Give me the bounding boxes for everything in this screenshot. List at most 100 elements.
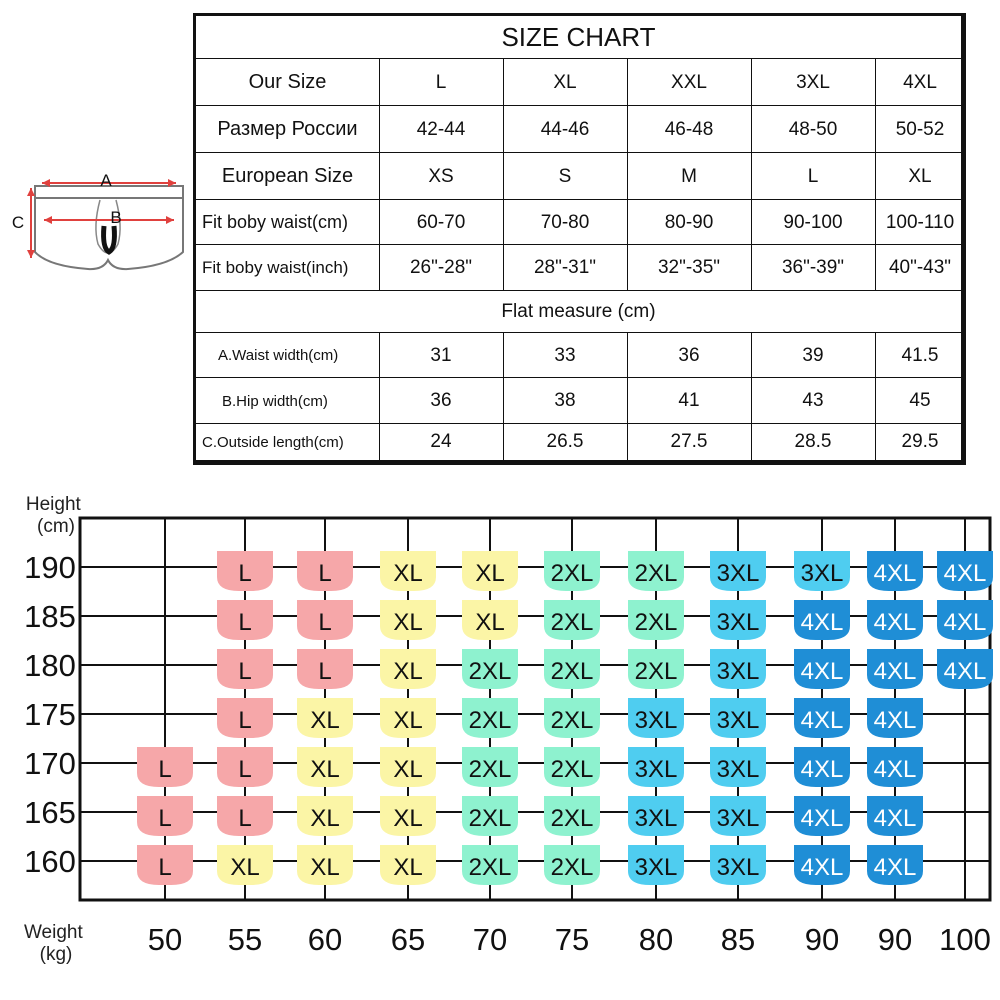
- size-mark-xl: [297, 747, 353, 787]
- size-mark-label: 2XL: [551, 658, 594, 685]
- size-mark-label: XL: [393, 805, 422, 832]
- table-divider: [751, 58, 752, 290]
- table-cell: 26.5: [546, 431, 584, 452]
- size-mark-2xl: [628, 551, 684, 591]
- table-cell: 36"-39": [781, 257, 845, 278]
- x-tick-label: 90: [805, 922, 839, 957]
- size-mark-label: 3XL: [717, 658, 760, 685]
- size-mark-label: L: [238, 560, 251, 587]
- x-axis-title-line: Weight: [24, 922, 84, 943]
- row-label: B.Hip width(cm): [222, 392, 328, 410]
- size-mark-label: 4XL: [874, 756, 917, 783]
- size-mark-label: XL: [310, 756, 339, 783]
- size-mark-l: [217, 600, 273, 640]
- size-mark-label: XL: [230, 854, 259, 881]
- size-mark-label: L: [238, 805, 251, 832]
- x-tick-label: 50: [148, 922, 182, 957]
- size-mark-label: 2XL: [635, 658, 678, 685]
- table-cell: 41: [678, 390, 700, 411]
- x-tick-label: 70: [473, 922, 507, 957]
- table-row: C.Outside length(cm) 24 26.5 27.5 28.5 2…: [196, 423, 961, 460]
- table-row: Flat measure (cm): [196, 290, 961, 333]
- size-mark-label: L: [238, 707, 251, 734]
- row-label: European Size: [221, 165, 354, 187]
- flat-measure-heading: Flat measure (cm): [501, 301, 656, 322]
- row-label: Fit boby waist(inch): [202, 258, 349, 277]
- size-mark-label: L: [238, 756, 251, 783]
- measure-arrowhead: [27, 188, 35, 196]
- table-divider: [503, 332, 504, 460]
- size-mark-label: L: [158, 854, 171, 881]
- size-mark-2xl: [544, 796, 600, 836]
- underwear-diagram: A B C: [12, 171, 184, 271]
- size-mark-2xl: [462, 845, 518, 885]
- size-mark-3xl: [710, 600, 766, 640]
- chart-grid: [78, 516, 992, 902]
- size-mark-label: L: [318, 560, 331, 587]
- size-mark-label: 3XL: [717, 560, 760, 587]
- size-mark-label: 3XL: [635, 805, 678, 832]
- size-mark-2xl: [544, 551, 600, 591]
- table-cell: 48-50: [788, 118, 838, 140]
- size-mark-xl: [380, 796, 436, 836]
- size-mark-label: 4XL: [874, 560, 917, 587]
- row-label: Размер России: [217, 118, 358, 140]
- size-mark-4xl: [794, 600, 850, 640]
- table-cell: 36: [678, 344, 700, 366]
- size-mark-label: 4XL: [874, 609, 917, 636]
- size-mark-xl: [380, 551, 436, 591]
- size-mark-xl: [297, 845, 353, 885]
- size-mark-2xl: [544, 698, 600, 738]
- size-mark-2xl: [544, 600, 600, 640]
- size-mark-l: [217, 796, 273, 836]
- size-mark-label: 2XL: [635, 560, 678, 587]
- size-mark-label: 2XL: [469, 756, 512, 783]
- size-mark-label: 4XL: [874, 658, 917, 685]
- size-mark-2xl: [462, 747, 518, 787]
- size-mark-4xl: [794, 845, 850, 885]
- size-mark-3xl: [710, 845, 766, 885]
- y-axis-title-line: Height: [26, 494, 82, 515]
- x-tick-label: 90: [878, 922, 912, 957]
- table-row: Размер России 42-44 44-46 46-48 48-50 50…: [196, 105, 961, 153]
- table-cell: 39: [802, 344, 824, 366]
- size-mark-label: 3XL: [717, 707, 760, 734]
- size-mark-label: 2XL: [469, 658, 512, 685]
- table-divider: [379, 58, 380, 290]
- size-mark-label: 4XL: [801, 609, 844, 636]
- size-mark-xl: [217, 845, 273, 885]
- table-cell: 33: [554, 344, 576, 366]
- size-mark-l: [217, 649, 273, 689]
- measure-arrowhead: [27, 250, 35, 258]
- size-mark-l: [297, 600, 353, 640]
- size-mark-label: 2XL: [551, 756, 594, 783]
- size-mark-label: 3XL: [635, 707, 678, 734]
- size-mark-xl: [380, 600, 436, 640]
- size-mark-label: L: [238, 658, 251, 685]
- x-axis-title: Weight (kg): [24, 922, 88, 965]
- size-mark-label: 2XL: [469, 854, 512, 881]
- y-tick-label: 170: [24, 746, 76, 781]
- table-divider: [875, 58, 876, 290]
- size-mark-label: 3XL: [635, 854, 678, 881]
- x-axis-title-line: (kg): [40, 944, 73, 965]
- diagram-label-a: A: [100, 171, 112, 190]
- table-row: B.Hip width(cm) 36 38 41 43 45: [196, 377, 961, 424]
- size-mark-label: XL: [393, 756, 422, 783]
- size-mark-label: L: [158, 756, 171, 783]
- table-cell: 27.5: [670, 431, 708, 452]
- size-mark-4xl: [794, 796, 850, 836]
- size-mark-l: [137, 747, 193, 787]
- size-mark-3xl: [628, 845, 684, 885]
- table-cell: 45: [909, 390, 931, 411]
- table-cell: 46-48: [664, 118, 714, 140]
- table-cell: 70-80: [540, 211, 590, 233]
- size-mark-label: 3XL: [717, 854, 760, 881]
- size-mark-label: XL: [475, 609, 504, 636]
- table-divider: [503, 58, 504, 290]
- table-cell: 24: [430, 431, 452, 452]
- measure-arrowhead: [166, 216, 174, 224]
- size-mark-4xl: [794, 649, 850, 689]
- size-mark-label: 4XL: [874, 805, 917, 832]
- size-mark-2xl: [462, 649, 518, 689]
